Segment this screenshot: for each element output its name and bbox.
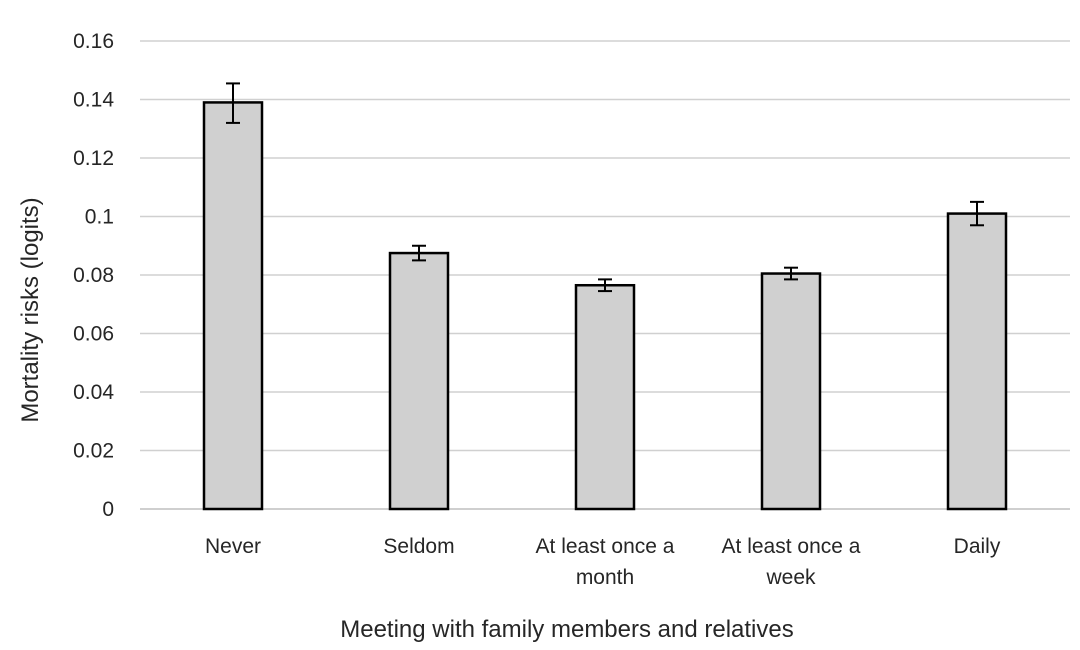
y-tick-label: 0.16 — [73, 30, 114, 53]
bar — [388, 251, 450, 511]
y-axis-title: Mortality risks (logits) — [17, 197, 44, 422]
bar — [946, 212, 1008, 511]
y-tick-label: 0.06 — [73, 323, 114, 346]
x-tick-label: At least once a month — [536, 535, 675, 589]
x-tick-label-line: Seldom — [383, 535, 454, 558]
error-bar — [970, 200, 984, 227]
y-tick-label: 0 — [102, 498, 114, 521]
x-tick-label: Daily — [954, 535, 1001, 558]
x-tick-label-line: At least once a — [536, 535, 675, 558]
y-tick-label: 0.1 — [85, 206, 114, 229]
bar — [574, 283, 636, 511]
x-axis-title: Meeting with family members and relative… — [340, 616, 794, 643]
y-tick-label: 0.04 — [73, 381, 114, 404]
y-tick-label: 0.14 — [73, 89, 114, 112]
x-tick-label-line: week — [765, 566, 816, 589]
error-bar — [598, 278, 612, 293]
x-tick-label: Seldom — [383, 535, 454, 558]
x-tick-label-line: Never — [205, 535, 261, 558]
bars — [202, 101, 1008, 511]
error-bar — [412, 244, 426, 262]
gridlines — [140, 40, 1070, 510]
y-tick-label: 0.12 — [73, 147, 114, 170]
y-axis-tick-labels: 0 0.02 0.04 0.06 0.08 0.1 0.12 0.14 0.16 — [73, 30, 114, 521]
bar — [760, 272, 822, 511]
x-tick-label-line: Daily — [954, 535, 1001, 558]
x-tick-label: Never — [205, 535, 261, 558]
bar — [202, 101, 264, 511]
error-bar — [226, 82, 240, 124]
y-tick-label: 0.08 — [73, 264, 114, 287]
y-tick-label: 0.02 — [73, 440, 114, 463]
error-bars — [226, 82, 984, 293]
x-tick-label: At least once a week — [722, 535, 861, 589]
x-tick-label-line: month — [576, 566, 634, 589]
error-bar — [784, 266, 798, 281]
x-tick-label-line: At least once a — [722, 535, 861, 558]
